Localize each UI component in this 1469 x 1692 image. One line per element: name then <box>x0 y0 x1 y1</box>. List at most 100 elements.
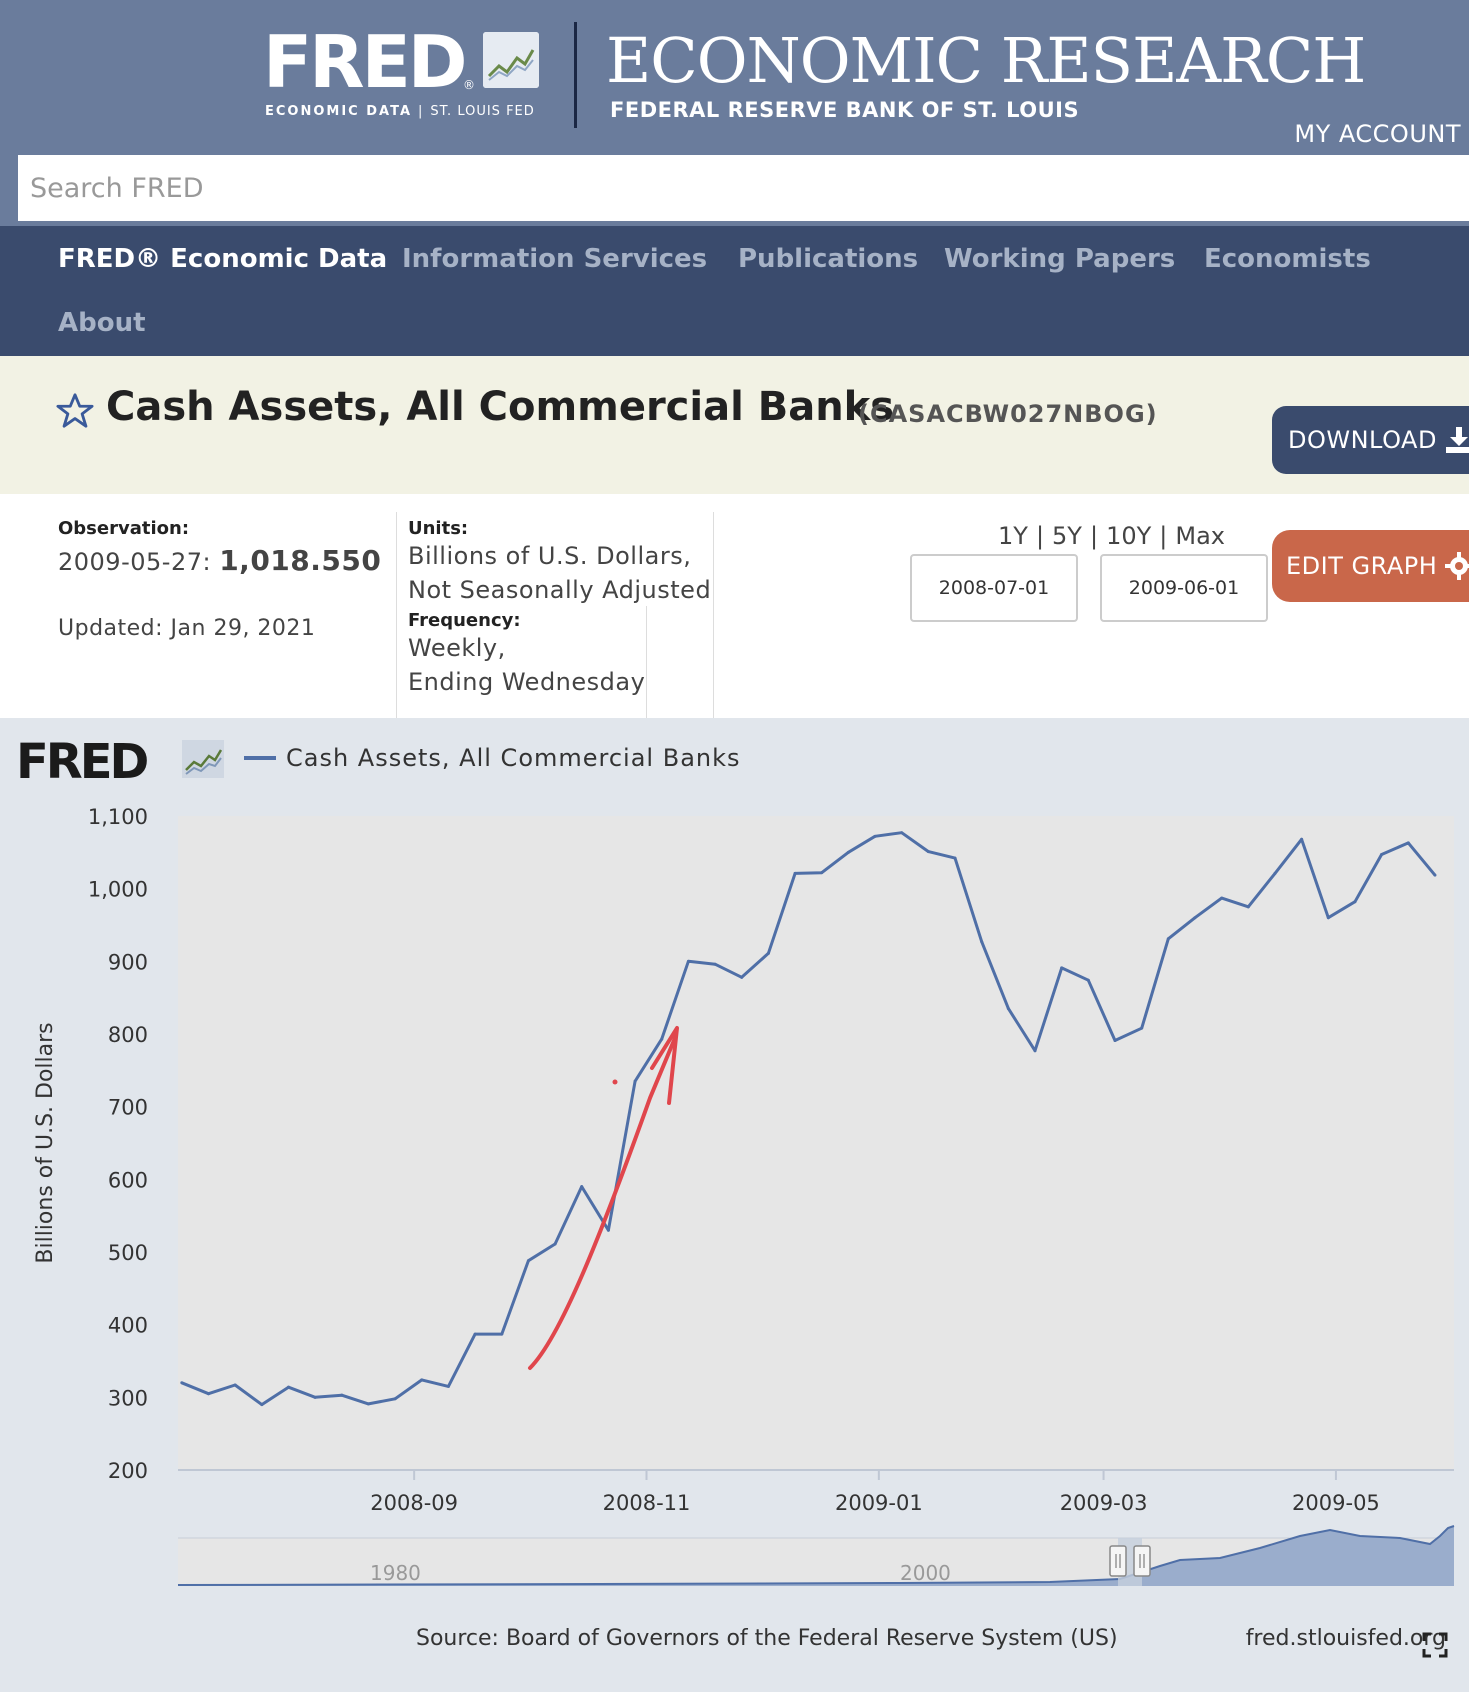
y-tick-label: 1,100 <box>88 805 148 829</box>
fullscreen-icon[interactable] <box>1422 1632 1448 1658</box>
units-line-2: Not Seasonally Adjusted <box>408 576 712 604</box>
data-point[interactable] <box>926 850 930 854</box>
nav-item-economists[interactable]: Economists <box>1204 244 1371 274</box>
nav-item-fred-economic-data[interactable]: FRED® Economic Data <box>58 244 388 274</box>
data-point[interactable] <box>366 1402 370 1406</box>
range-navigator[interactable]: 1980 2000 <box>177 1525 1455 1586</box>
meta-divider-2 <box>713 512 714 718</box>
navigator-right-handle[interactable] <box>1133 1545 1151 1577</box>
end-date-input[interactable] <box>1100 554 1268 622</box>
data-point[interactable] <box>1033 1049 1037 1053</box>
range-5y[interactable]: 5Y <box>1052 522 1082 550</box>
data-point[interactable] <box>580 1185 584 1189</box>
data-point[interactable] <box>1273 871 1277 875</box>
series-points <box>180 831 1437 1407</box>
credit-link[interactable]: fred.stlouisfed.org <box>1246 1626 1446 1651</box>
frequency-label: Frequency: <box>408 610 521 631</box>
main-nav: FRED® Economic Data Information Services… <box>0 226 1469 356</box>
y-tick-label: 200 <box>108 1459 148 1483</box>
range-10y[interactable]: 10Y <box>1106 522 1152 550</box>
data-point[interactable] <box>953 856 957 860</box>
fred-logo-reg: ® <box>463 78 475 92</box>
data-point[interactable] <box>1220 896 1224 900</box>
series-title-band <box>0 356 1469 494</box>
data-point[interactable] <box>1353 900 1357 904</box>
edit-graph-button[interactable]: EDIT GRAPH <box>1272 530 1469 602</box>
data-point[interactable] <box>873 834 877 838</box>
units-label: Units: <box>408 518 469 539</box>
search-input[interactable] <box>18 155 1469 221</box>
frequency-line-2: Ending Wednesday <box>408 668 646 696</box>
data-point[interactable] <box>446 1384 450 1388</box>
fred-logo[interactable]: FRED ® ECONOMIC DATA | ST. LOUIS FED <box>263 26 539 119</box>
x-tick-label: 2008-09 <box>370 1491 458 1515</box>
y-tick-label: 800 <box>108 1023 148 1047</box>
data-point[interactable] <box>793 871 797 875</box>
edit-graph-label: EDIT GRAPH <box>1286 552 1438 580</box>
nav-item-information-services[interactable]: Information Services <box>402 244 708 274</box>
data-point[interactable] <box>1060 966 1064 970</box>
data-point[interactable] <box>393 1397 397 1401</box>
data-point[interactable] <box>526 1259 530 1263</box>
data-point[interactable] <box>740 975 744 979</box>
data-point[interactable] <box>980 940 984 944</box>
data-point[interactable] <box>660 1037 664 1041</box>
data-point[interactable] <box>1166 937 1170 941</box>
y-axis-ticks: 1,100 1,000 900 800 700 600 500 400 300 200 <box>88 805 148 1483</box>
y-tick-label: 700 <box>108 1096 148 1120</box>
source-text: Source: Board of Governors of the Federa… <box>416 1626 1118 1651</box>
data-point[interactable] <box>1193 916 1197 920</box>
data-point[interactable] <box>1246 905 1250 909</box>
data-point[interactable] <box>846 850 850 854</box>
data-point[interactable] <box>233 1383 237 1387</box>
data-point[interactable] <box>1380 853 1384 857</box>
navigator-label-1980: 1980 <box>370 1561 421 1585</box>
data-point[interactable] <box>1406 841 1410 845</box>
data-point[interactable] <box>713 962 717 966</box>
frequency-line-1: Weekly, <box>408 634 506 662</box>
download-button[interactable]: DOWNLOAD <box>1272 406 1469 474</box>
data-point[interactable] <box>260 1403 264 1407</box>
data-point[interactable] <box>633 1079 637 1083</box>
data-point[interactable] <box>606 1228 610 1232</box>
x-tick-label: 2009-01 <box>835 1491 923 1515</box>
data-point[interactable] <box>473 1332 477 1336</box>
navigator-left-handle[interactable] <box>1109 1545 1127 1577</box>
data-point[interactable] <box>766 951 770 955</box>
data-point[interactable] <box>286 1385 290 1389</box>
data-point[interactable] <box>420 1378 424 1382</box>
my-account-link[interactable]: MY ACCOUNT <box>1294 120 1461 148</box>
plot-background <box>178 816 1454 1470</box>
x-axis-ticks: 2008-09 2008-11 2009-01 2009-03 2009-05 <box>370 1470 1380 1515</box>
header-divider <box>574 22 577 128</box>
data-point[interactable] <box>1086 978 1090 982</box>
nav-item-working-papers[interactable]: Working Papers <box>944 244 1176 274</box>
data-point[interactable] <box>1113 1039 1117 1043</box>
data-point[interactable] <box>340 1393 344 1397</box>
data-point[interactable] <box>1006 1007 1010 1011</box>
data-point[interactable] <box>1326 916 1330 920</box>
nav-item-publications[interactable]: Publications <box>738 244 919 274</box>
data-point[interactable] <box>553 1242 557 1246</box>
economic-research-title[interactable]: ECONOMIC RESEARCH <box>606 24 1366 97</box>
data-point[interactable] <box>820 871 824 875</box>
data-point[interactable] <box>1433 873 1437 877</box>
data-point[interactable] <box>900 831 904 835</box>
y-tick-label: 900 <box>108 950 148 974</box>
start-date-input[interactable] <box>910 554 1078 622</box>
data-point[interactable] <box>686 959 690 963</box>
legend-fred-logo: FRED <box>16 734 148 790</box>
range-1y[interactable]: 1Y <box>998 522 1028 550</box>
data-point[interactable] <box>206 1392 210 1396</box>
data-point[interactable] <box>500 1332 504 1336</box>
data-point[interactable] <box>1300 837 1304 841</box>
series-id: (CASACBW027NBOG) <box>858 400 1158 428</box>
data-point[interactable] <box>1140 1026 1144 1030</box>
range-max[interactable]: Max <box>1175 522 1225 550</box>
nav-item-about[interactable]: About <box>58 308 146 338</box>
data-point[interactable] <box>313 1395 317 1399</box>
fred-chart-icon <box>483 32 539 88</box>
star-icon[interactable] <box>56 392 94 430</box>
data-point[interactable] <box>180 1381 184 1385</box>
fred-subtitle: ECONOMIC DATA | ST. LOUIS FED <box>265 104 535 119</box>
